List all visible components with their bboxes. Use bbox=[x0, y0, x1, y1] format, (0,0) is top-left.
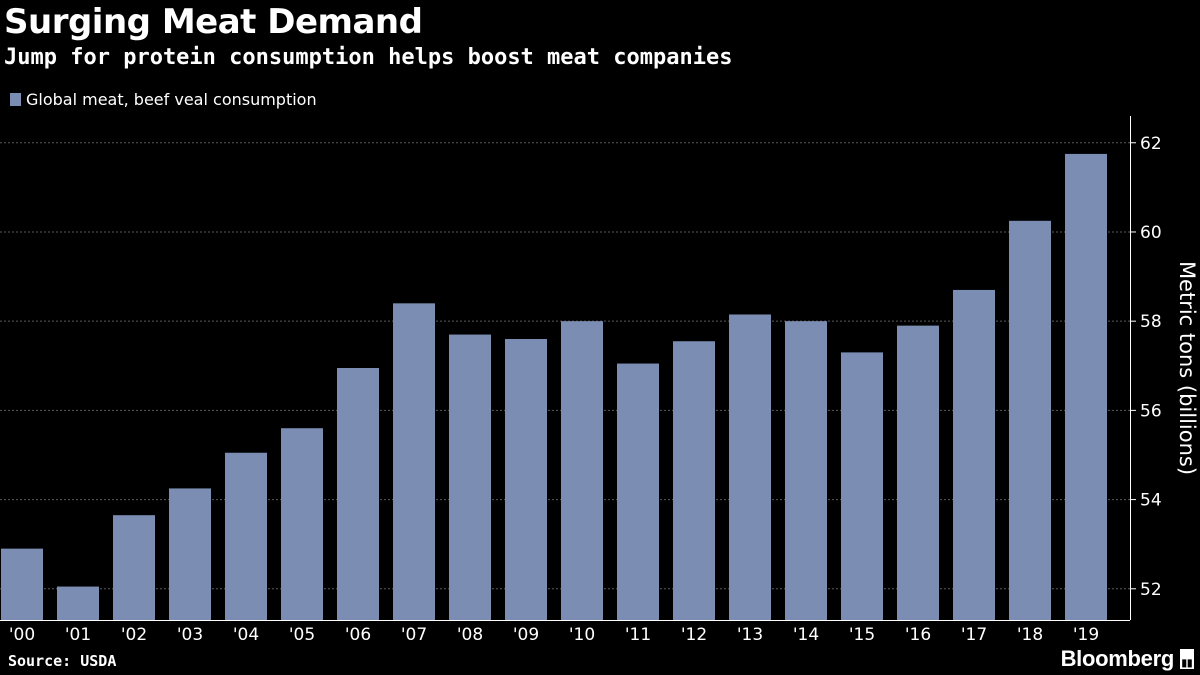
bar bbox=[617, 363, 659, 620]
bar bbox=[281, 428, 323, 620]
bar bbox=[337, 368, 379, 620]
x-tick-label: '06 bbox=[345, 625, 371, 645]
x-tick-label: '15 bbox=[849, 625, 875, 645]
chart-subtitle: Jump for protein consumption helps boost… bbox=[4, 45, 733, 70]
x-tick-label: '03 bbox=[177, 625, 203, 645]
bar bbox=[1009, 220, 1051, 621]
x-tick-label: '00 bbox=[9, 625, 35, 645]
bar bbox=[57, 586, 99, 620]
bar bbox=[785, 321, 827, 620]
bar bbox=[225, 452, 267, 620]
x-tick-label: '17 bbox=[961, 625, 987, 645]
y-tick-label: 56 bbox=[1140, 401, 1162, 421]
legend-swatch bbox=[10, 93, 21, 106]
bar bbox=[1065, 153, 1107, 620]
chart-badge-icon: ▮▮ bbox=[1180, 649, 1194, 669]
x-tick-label: '19 bbox=[1073, 625, 1099, 645]
x-tick-label: '10 bbox=[569, 625, 595, 645]
bloomberg-logo: Bloomberg ▮▮ bbox=[1061, 646, 1194, 672]
brand-name: Bloomberg bbox=[1060, 646, 1175, 671]
bar bbox=[897, 325, 939, 620]
bar bbox=[673, 341, 715, 620]
chart-title: Surging Meat Demand bbox=[4, 2, 423, 42]
bar bbox=[561, 321, 603, 620]
axes: 52 54 56 58 60 62 '00 '01 '02 '03 '04 '05 '06 '07 '08 '… bbox=[0, 116, 1199, 645]
legend-label: Global meat, beef veal consumption bbox=[26, 90, 317, 109]
x-tick-label: '13 bbox=[737, 625, 763, 645]
x-tick-label: '09 bbox=[513, 625, 539, 645]
x-tick-label: '11 bbox=[625, 625, 651, 645]
x-tick-label: '05 bbox=[289, 625, 315, 645]
y-tick-label: 54 bbox=[1140, 491, 1162, 511]
bar bbox=[449, 334, 491, 620]
bar bbox=[393, 303, 435, 620]
x-tick-label: '08 bbox=[457, 625, 483, 645]
x-tick-label: '16 bbox=[905, 625, 931, 645]
bar bbox=[169, 488, 211, 620]
y-tick-label: 58 bbox=[1140, 312, 1162, 332]
x-tick-label: '18 bbox=[1017, 625, 1043, 645]
bar bbox=[113, 515, 155, 620]
y-tick-label: 52 bbox=[1140, 580, 1162, 600]
x-tick-label: '14 bbox=[793, 625, 819, 645]
x-tick-label: '07 bbox=[401, 625, 427, 645]
x-tick-label: '04 bbox=[233, 625, 259, 645]
legend: Global meat, beef veal consumption bbox=[10, 90, 317, 109]
x-tick-label: '12 bbox=[681, 625, 707, 645]
bar bbox=[953, 289, 995, 620]
bar bbox=[729, 314, 771, 620]
bar bbox=[841, 352, 883, 620]
x-tick-label: '02 bbox=[121, 625, 147, 645]
y-tick-label: 60 bbox=[1140, 223, 1162, 243]
x-tick-label: '01 bbox=[65, 625, 91, 645]
bars bbox=[1, 153, 1107, 621]
bar bbox=[505, 339, 547, 620]
bar bbox=[1, 548, 43, 620]
y-axis-label: Metric tons (billions) bbox=[1175, 261, 1199, 475]
y-tick-label: 62 bbox=[1140, 134, 1162, 154]
source-note: Source: USDA bbox=[8, 652, 117, 670]
